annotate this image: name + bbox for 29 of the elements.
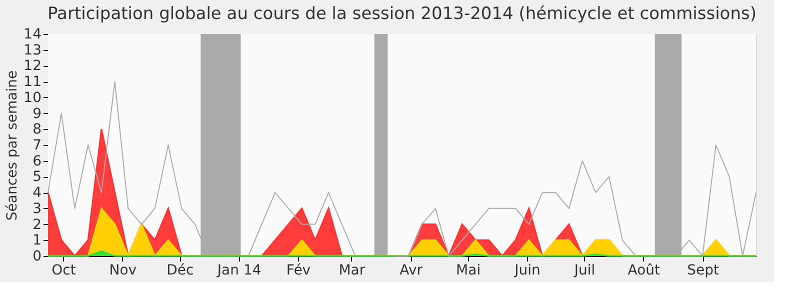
y-tick-label: 7 — [32, 138, 42, 154]
x-tick-label: Nov — [109, 262, 137, 278]
chart-title: Participation globale au cours de la session 2013-2014 (hémicycle et commissions) — [48, 4, 756, 24]
y-tick-label: 14 — [24, 26, 42, 42]
y-tick-label: 11 — [24, 74, 42, 90]
y-tick-label: 3 — [32, 200, 42, 217]
y-tick-label: 10 — [24, 90, 42, 106]
y-tick-label: 12 — [24, 58, 42, 74]
x-tick-label: Oct — [52, 262, 76, 278]
y-tick-label: 13 — [24, 42, 42, 58]
y-tick-label: 4 — [32, 185, 42, 202]
y-tick-label: 9 — [32, 106, 42, 122]
y-tick-label: 2 — [32, 216, 42, 233]
x-tick-label: Mai — [456, 262, 481, 278]
y-tick-label: 1 — [32, 232, 42, 249]
x-tick-label: Avr — [400, 262, 423, 278]
y-axis-title: Séances par semaine — [4, 70, 21, 221]
y-tick-label: 8 — [32, 122, 42, 138]
x-tick-label: Juin — [514, 262, 540, 278]
x-tick-label: Jan 14 — [216, 262, 262, 278]
y-tick-label: 0 — [32, 248, 42, 264]
x-tick-label: Juil — [573, 262, 596, 278]
x-tick-label: Fév — [286, 262, 311, 278]
y-tick-label: 6 — [32, 153, 42, 170]
x-tick-label: Déc — [166, 262, 194, 278]
y-tick-label: 5 — [32, 169, 42, 186]
x-tick-label: Mar — [338, 262, 366, 278]
x-tick-label: Sept — [687, 262, 720, 278]
x-tick-label: Août — [628, 262, 661, 278]
